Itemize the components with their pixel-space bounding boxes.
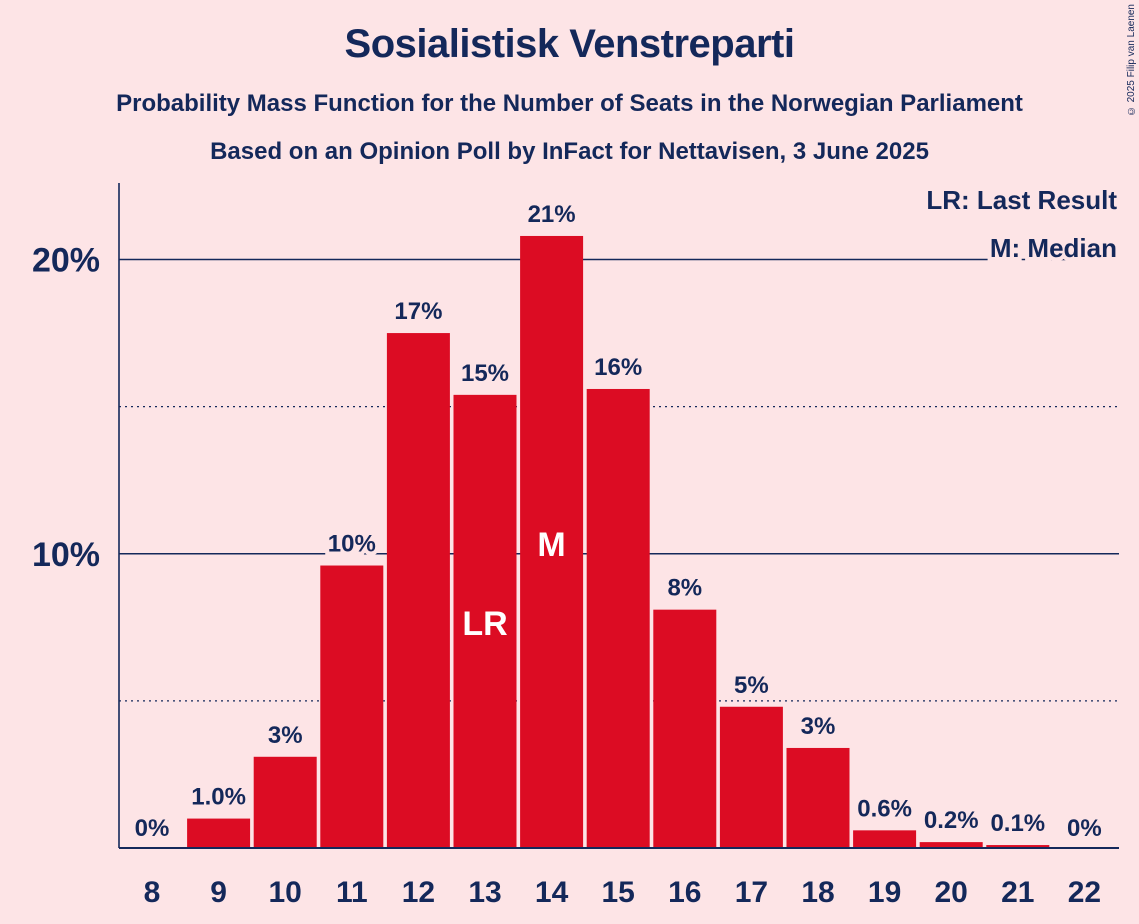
marker-lr: LR <box>462 605 507 643</box>
data-label-8: 0% <box>135 815 170 842</box>
x-tick-label-22: 22 <box>1068 876 1101 909</box>
data-label-14: 21% <box>528 201 576 228</box>
x-tick-label-8: 8 <box>144 876 161 909</box>
x-tick-label-19: 19 <box>868 876 901 909</box>
x-tick-label-12: 12 <box>402 876 435 909</box>
data-label-18: 3% <box>801 713 836 740</box>
bar-9 <box>187 818 251 848</box>
chart-subtitle: Probability Mass Function for the Number… <box>116 90 1023 117</box>
bar-18 <box>786 747 850 848</box>
data-label-11: 10% <box>328 531 376 558</box>
data-label-19: 0.6% <box>857 795 912 822</box>
x-tick-label-10: 10 <box>269 876 302 909</box>
x-tick-label-9: 9 <box>210 876 227 909</box>
chart-source-line: Based on an Opinion Poll by InFact for N… <box>210 138 929 165</box>
data-label-16: 8% <box>667 575 702 602</box>
y-tick-label: 10% <box>32 536 100 574</box>
x-tick-label-21: 21 <box>1001 876 1034 909</box>
x-tick-label-20: 20 <box>935 876 968 909</box>
bar-21 <box>986 845 1050 848</box>
bar-11 <box>320 565 384 848</box>
bar-10 <box>253 756 317 848</box>
y-tick-label: 20% <box>32 242 100 280</box>
data-label-9: 1.0% <box>191 784 246 811</box>
x-tick-label-17: 17 <box>735 876 768 909</box>
labels: 10% 20% 0% 8 1.0% 9 3% 10 10% 11 17% 12 15% 13 21% 14 16… <box>32 181 1121 909</box>
bar-15 <box>586 388 650 848</box>
legend-last-result: LR: Last Result <box>926 185 1117 215</box>
bar-20 <box>919 842 983 848</box>
data-label-10: 3% <box>268 722 303 749</box>
bar-14 <box>520 235 584 848</box>
data-label-15: 16% <box>594 354 642 381</box>
bar-19 <box>853 830 917 848</box>
marker-m: M <box>537 526 565 564</box>
axes <box>118 183 1119 849</box>
x-tick-label-18: 18 <box>801 876 834 909</box>
data-label-22: 0% <box>1067 815 1102 842</box>
bar-16 <box>653 609 717 848</box>
data-label-20: 0.2% <box>924 807 979 834</box>
legend-median: M: Median <box>990 233 1117 263</box>
bar-13 <box>453 394 517 848</box>
x-tick-label-15: 15 <box>602 876 635 909</box>
data-label-12: 17% <box>394 298 442 325</box>
x-tick-label-16: 16 <box>668 876 701 909</box>
chart-title: Sosialistisk Venstreparti <box>344 22 795 66</box>
data-label-13: 15% <box>461 360 509 387</box>
bar-12 <box>386 333 450 848</box>
bars <box>187 235 1050 848</box>
data-label-21: 0.1% <box>990 810 1045 837</box>
x-tick-label-13: 13 <box>468 876 501 909</box>
x-tick-label-14: 14 <box>535 876 569 909</box>
bar-17 <box>719 706 783 848</box>
x-tick-label-11: 11 <box>336 876 368 909</box>
data-label-17: 5% <box>734 672 769 699</box>
